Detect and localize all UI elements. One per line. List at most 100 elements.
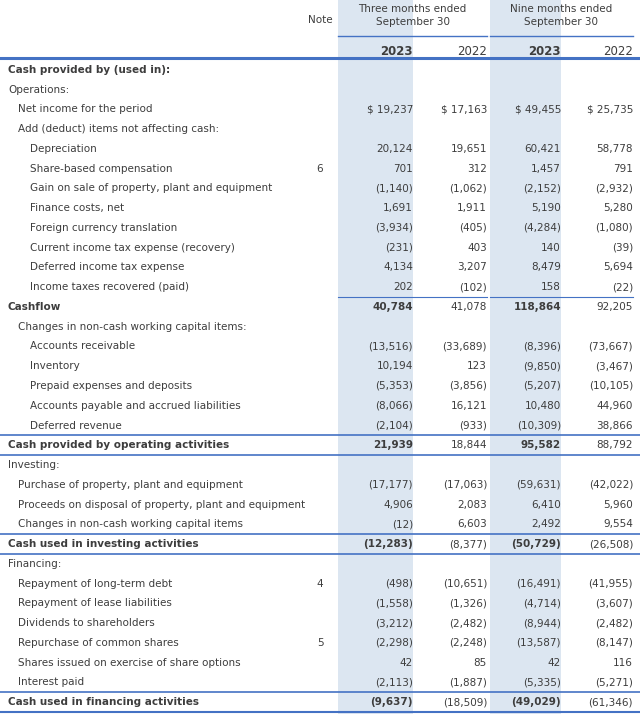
Text: 19,651: 19,651	[451, 144, 487, 154]
Text: Prepaid expenses and deposits: Prepaid expenses and deposits	[30, 381, 192, 391]
Text: 42: 42	[548, 658, 561, 668]
Text: 42: 42	[400, 658, 413, 668]
Text: Inventory: Inventory	[30, 361, 80, 371]
Text: (5,271): (5,271)	[595, 678, 633, 688]
Text: Three months ended
September 30: Three months ended September 30	[358, 4, 467, 27]
Text: 4: 4	[317, 578, 323, 588]
Text: (1,326): (1,326)	[449, 598, 487, 608]
Text: (10,651): (10,651)	[443, 578, 487, 588]
Text: Repayment of long-term debt: Repayment of long-term debt	[18, 578, 172, 588]
Text: Cash used in financing activities: Cash used in financing activities	[8, 697, 199, 707]
Text: Proceeds on disposal of property, plant and equipment: Proceeds on disposal of property, plant …	[18, 500, 305, 510]
Text: 6,603: 6,603	[457, 519, 487, 529]
Text: 1,457: 1,457	[531, 164, 561, 174]
Text: (1,558): (1,558)	[375, 598, 413, 608]
Text: (1,062): (1,062)	[449, 183, 487, 193]
Text: Note: Note	[308, 15, 332, 25]
Text: (49,029): (49,029)	[511, 697, 561, 707]
Text: Income taxes recovered (paid): Income taxes recovered (paid)	[30, 282, 189, 292]
Text: 16,121: 16,121	[451, 401, 487, 411]
Text: (1,140): (1,140)	[375, 183, 413, 193]
Text: (3,212): (3,212)	[375, 618, 413, 628]
Text: (42,022): (42,022)	[589, 480, 633, 490]
Bar	[490, 0, 561, 714]
Text: (33,689): (33,689)	[442, 341, 487, 351]
Text: (4,284): (4,284)	[523, 223, 561, 233]
Text: 2,083: 2,083	[457, 500, 487, 510]
Text: (9,637): (9,637)	[371, 697, 413, 707]
Text: (1,887): (1,887)	[449, 678, 487, 688]
Text: $ 25,735: $ 25,735	[587, 104, 633, 114]
Text: 5,190: 5,190	[531, 203, 561, 213]
Text: 5: 5	[317, 638, 323, 648]
Text: (2,482): (2,482)	[449, 618, 487, 628]
Text: Add (deduct) items not affecting cash:: Add (deduct) items not affecting cash:	[18, 124, 219, 134]
Text: 6,410: 6,410	[531, 500, 561, 510]
Text: 2022: 2022	[457, 45, 487, 58]
Text: 10,480: 10,480	[525, 401, 561, 411]
Text: 41,078: 41,078	[451, 302, 487, 312]
Text: (12,283): (12,283)	[364, 539, 413, 549]
Text: (61,346): (61,346)	[589, 697, 633, 707]
Text: (5,335): (5,335)	[523, 678, 561, 688]
Text: 85: 85	[474, 658, 487, 668]
Text: Cash used in investing activities: Cash used in investing activities	[8, 539, 198, 549]
Text: 44,960: 44,960	[596, 401, 633, 411]
Text: Changes in non-cash working capital items: Changes in non-cash working capital item…	[18, 519, 243, 529]
Text: 4,134: 4,134	[383, 263, 413, 273]
Text: Cashflow: Cashflow	[8, 302, 61, 312]
Text: (8,944): (8,944)	[523, 618, 561, 628]
Bar	[338, 0, 413, 714]
Text: (498): (498)	[385, 578, 413, 588]
Text: (102): (102)	[460, 282, 487, 292]
Text: (39): (39)	[612, 243, 633, 253]
Text: 5,960: 5,960	[604, 500, 633, 510]
Text: 4,906: 4,906	[383, 500, 413, 510]
Text: (1,080): (1,080)	[595, 223, 633, 233]
Text: (13,587): (13,587)	[516, 638, 561, 648]
Text: Operations:: Operations:	[8, 85, 69, 95]
Text: Cash provided by (used in):: Cash provided by (used in):	[8, 65, 170, 75]
Text: 60,421: 60,421	[525, 144, 561, 154]
Text: 40,784: 40,784	[372, 302, 413, 312]
Text: (5,353): (5,353)	[375, 381, 413, 391]
Text: (73,667): (73,667)	[589, 341, 633, 351]
Text: $ 49,455: $ 49,455	[515, 104, 561, 114]
Text: 202: 202	[393, 282, 413, 292]
Text: Purchase of property, plant and equipment: Purchase of property, plant and equipmen…	[18, 480, 243, 490]
Text: (8,377): (8,377)	[449, 539, 487, 549]
Text: Accounts payable and accrued liabilities: Accounts payable and accrued liabilities	[30, 401, 241, 411]
Text: Changes in non-cash working capital items:: Changes in non-cash working capital item…	[18, 322, 246, 332]
Text: Gain on sale of property, plant and equipment: Gain on sale of property, plant and equi…	[30, 183, 272, 193]
Text: (405): (405)	[460, 223, 487, 233]
Text: Deferred income tax expense: Deferred income tax expense	[30, 263, 184, 273]
Text: (8,066): (8,066)	[375, 401, 413, 411]
Text: 10,194: 10,194	[376, 361, 413, 371]
Text: Nine months ended
September 30: Nine months ended September 30	[510, 4, 612, 27]
Text: Deferred revenue: Deferred revenue	[30, 421, 122, 431]
Text: Cash provided by operating activities: Cash provided by operating activities	[8, 441, 229, 451]
Text: (8,396): (8,396)	[523, 341, 561, 351]
Text: (8,147): (8,147)	[595, 638, 633, 648]
Text: (26,508): (26,508)	[589, 539, 633, 549]
Text: (10,105): (10,105)	[589, 381, 633, 391]
Text: (2,932): (2,932)	[595, 183, 633, 193]
Text: 1,911: 1,911	[457, 203, 487, 213]
Text: $ 19,237: $ 19,237	[367, 104, 413, 114]
Text: 2022: 2022	[603, 45, 633, 58]
Text: 123: 123	[467, 361, 487, 371]
Text: 6: 6	[317, 164, 323, 174]
Text: (2,248): (2,248)	[449, 638, 487, 648]
Text: (9,850): (9,850)	[524, 361, 561, 371]
Text: (18,509): (18,509)	[443, 697, 487, 707]
Text: 118,864: 118,864	[513, 302, 561, 312]
Text: Repayment of lease liabilities: Repayment of lease liabilities	[18, 598, 172, 608]
Text: (50,729): (50,729)	[511, 539, 561, 549]
Text: Financing:: Financing:	[8, 559, 61, 569]
Text: (3,467): (3,467)	[595, 361, 633, 371]
Text: (5,207): (5,207)	[524, 381, 561, 391]
Text: 2023: 2023	[529, 45, 561, 58]
Text: Investing:: Investing:	[8, 460, 60, 470]
Text: 9,554: 9,554	[603, 519, 633, 529]
Text: (59,631): (59,631)	[516, 480, 561, 490]
